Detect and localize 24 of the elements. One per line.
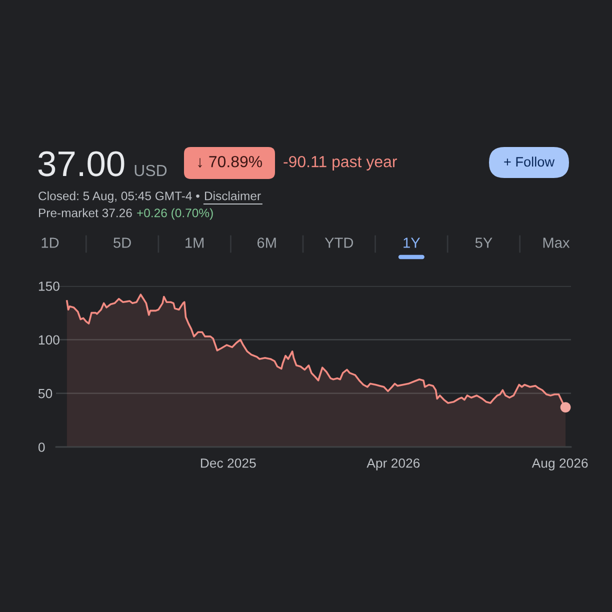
text: -90.11 past year [284, 156, 397, 170]
y-tick-label: 0 [38, 442, 45, 452]
y-tick-label: 100 [38, 335, 60, 345]
text: Pre-market 37.26 [39, 208, 132, 218]
x-tick-label: Dec 2025 [200, 458, 256, 468]
text: + Follow [504, 156, 555, 167]
text: Disclaimer [205, 191, 261, 200]
text: +0.26 (0.70%) [137, 208, 213, 220]
text: 1Y [404, 238, 420, 248]
chart-title: 37.00 [38, 151, 124, 176]
text: YTD [324, 238, 354, 248]
text: Max [543, 238, 570, 248]
text: 1M [186, 238, 204, 248]
x-tick-label: Aug 2026 [532, 458, 588, 470]
text: 6M [257, 238, 276, 248]
y-tick-label: 50 [38, 388, 52, 398]
y-tick-label: 150 [38, 282, 60, 291]
text: 1D [42, 238, 59, 248]
text: Closed: 5 Aug, 05:45 GMT-4 • [38, 191, 200, 203]
x-tick-label: Apr 2026 [366, 458, 420, 470]
text: 5D [114, 238, 131, 248]
text: 5Y [475, 238, 492, 248]
text: USD [134, 164, 167, 176]
text: ↓ 70.89% [198, 156, 262, 168]
